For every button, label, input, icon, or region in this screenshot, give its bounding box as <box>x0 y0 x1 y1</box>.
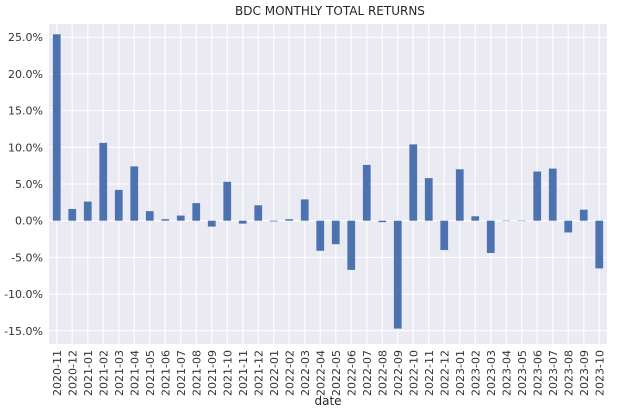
x-tick-label: 2023-03 <box>485 350 498 396</box>
x-tick-label: 2022-02 <box>283 350 296 396</box>
x-tick-label: 2021-06 <box>159 350 172 396</box>
bar-2023-09 <box>579 209 588 221</box>
x-tick-label: 2021-11 <box>237 350 250 396</box>
x-tick-label: 2022-11 <box>423 350 436 396</box>
bar-2023-10 <box>595 220 604 269</box>
bar-2022-07 <box>362 164 371 221</box>
bar-2023-01 <box>455 169 464 221</box>
x-tick-label: 2022-08 <box>376 350 389 396</box>
bar-2022-04 <box>316 220 325 251</box>
x-tick-label: 2021-08 <box>190 350 203 396</box>
bar-2021-10 <box>223 181 232 221</box>
x-tick-label: 2023-02 <box>469 350 482 396</box>
x-tick-label: 2023-04 <box>500 350 513 396</box>
x-axis-label: date <box>314 394 341 408</box>
x-tick-label: 2022-12 <box>438 350 451 396</box>
bar-2021-06 <box>161 219 170 221</box>
bar-2023-07 <box>548 168 557 221</box>
y-tick-label: 20.0% <box>8 68 43 81</box>
bars <box>52 34 604 329</box>
x-tick-label: 2022-04 <box>314 350 327 396</box>
bar-2022-09 <box>393 220 402 329</box>
y-tick-label: 15.0% <box>8 105 43 118</box>
bar-2022-05 <box>331 220 340 245</box>
x-tick-label: 2021-12 <box>252 350 265 396</box>
x-tick-label: 2021-04 <box>128 350 141 396</box>
x-tick-label: 2020-12 <box>66 350 79 396</box>
x-tick-label: 2022-09 <box>392 350 405 396</box>
bar-2021-04 <box>130 166 139 221</box>
x-tick-label: 2022-01 <box>268 350 281 396</box>
bar-2020-11 <box>52 34 61 221</box>
x-tick-label: 2023-07 <box>547 350 560 396</box>
y-tick-label: 25.0% <box>8 31 43 44</box>
bar-2022-06 <box>347 220 356 270</box>
x-tick-label: 2023-05 <box>516 350 529 396</box>
y-tick-label: -5.0% <box>11 251 43 264</box>
bar-2023-08 <box>564 220 573 233</box>
x-tick-label: 2020-11 <box>51 350 64 396</box>
x-tick-label: 2021-10 <box>221 350 234 396</box>
y-axis-ticks: -15.0% -10.0% -5.0% 0.0% 5.0% 10.0% 15.0% 20.0%… <box>4 31 43 338</box>
bar-2022-02 <box>285 219 294 221</box>
y-tick-label: -10.0% <box>4 288 43 301</box>
x-tick-label: 2021-02 <box>97 350 110 396</box>
y-tick-label: -15.0% <box>4 325 43 338</box>
bar-2021-09 <box>207 220 216 227</box>
x-tick-label: 2021-09 <box>206 350 219 396</box>
bar-2023-06 <box>533 171 542 221</box>
x-tick-label: 2022-10 <box>407 350 420 396</box>
bar-2021-02 <box>99 142 108 221</box>
x-tick-label: 2023-10 <box>593 350 606 396</box>
x-tick-label: 2021-05 <box>144 350 157 396</box>
bar-2020-12 <box>68 208 77 221</box>
bar-2021-07 <box>176 215 185 221</box>
y-tick-label: 10.0% <box>8 141 43 154</box>
x-tick-label: 2022-07 <box>361 350 374 396</box>
y-tick-label: 5.0% <box>15 178 43 191</box>
chart-title: BDC MONTHLY TOTAL RETURNS <box>235 4 425 18</box>
x-tick-label: 2023-01 <box>454 350 467 396</box>
x-tick-label: 2021-01 <box>82 350 95 396</box>
x-axis-ticks: 2020-11 2020-12 2021-01 2021-02 2021-03 2021-… <box>51 350 607 396</box>
bar-2023-03 <box>486 220 495 253</box>
bar-2022-08 <box>378 220 387 223</box>
bar-2021-05 <box>145 211 154 221</box>
bar-2021-01 <box>83 201 92 221</box>
bar-2023-02 <box>471 216 480 221</box>
x-tick-label: 2022-06 <box>345 350 358 396</box>
bar-2022-12 <box>440 220 449 251</box>
bar-2022-10 <box>409 144 418 221</box>
x-tick-label: 2023-08 <box>562 350 575 396</box>
bar-2021-03 <box>114 189 123 221</box>
x-tick-label: 2023-06 <box>531 350 544 396</box>
bar-2022-03 <box>300 199 309 221</box>
y-tick-label: 0.0% <box>15 215 43 228</box>
x-tick-label: 2021-03 <box>113 350 126 396</box>
bar-2021-08 <box>192 203 201 221</box>
x-tick-label: 2021-07 <box>175 350 188 396</box>
x-tick-label: 2023-09 <box>578 350 591 396</box>
bar-2021-11 <box>238 220 247 224</box>
bar-2022-11 <box>424 178 433 221</box>
bar-2022-01 <box>269 220 278 222</box>
x-tick-label: 2022-03 <box>299 350 312 396</box>
x-tick-label: 2022-05 <box>330 350 343 396</box>
bar-2021-12 <box>254 205 263 221</box>
